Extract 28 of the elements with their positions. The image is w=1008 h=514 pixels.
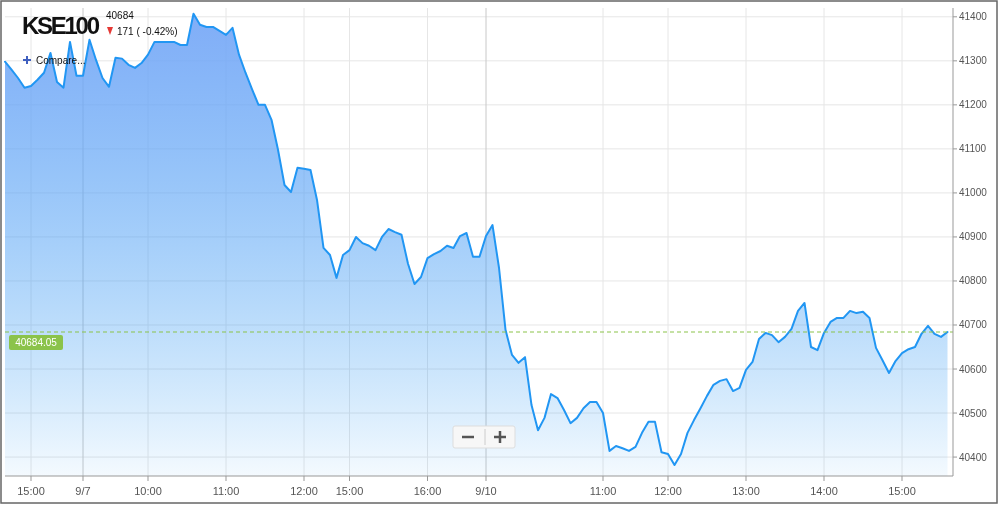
x-tick-label: 14:00 (810, 485, 838, 497)
y-tick-label: 40400 (959, 451, 988, 463)
x-tick-label: 12:00 (290, 485, 318, 497)
x-tick-label: 9/7 (75, 485, 91, 497)
chart-subtitle: 40684 (106, 10, 135, 21)
y-tick-label: 40500 (959, 407, 988, 419)
y-tick-label: 40700 (959, 319, 988, 331)
y-tick-label: 41200 (959, 99, 988, 111)
x-tick-label: 10:00 (134, 485, 162, 497)
annotation: 171 ( -0.42%) (117, 26, 178, 37)
y-tick-label: 41000 (959, 187, 988, 199)
y-tick-label: 41100 (959, 143, 987, 155)
x-tick-label: 15:00 (888, 485, 916, 497)
y-tick-label: 40600 (959, 363, 988, 375)
ref-line-label: 40684.05 (15, 337, 58, 349)
chart-title: KSE100 (22, 12, 100, 39)
x-tick-label: 12:00 (654, 485, 682, 497)
x-tick-label: 9/10 (475, 485, 497, 497)
y-tick-label: 40900 (959, 231, 988, 243)
x-tick-label: 15:00 (335, 485, 364, 497)
y-tick-label: 41400 (959, 11, 988, 23)
y-tick-label: 41300 (959, 55, 988, 67)
x-tick-label: 11:00 (212, 485, 240, 497)
x-tick-label: 15:00 (17, 485, 45, 497)
x-tick-label: 16:00 (413, 485, 442, 497)
y-tick-label: 40800 (959, 275, 988, 287)
x-tick-label: 13:00 (732, 485, 760, 497)
x-tick-label: 11:00 (589, 485, 617, 497)
